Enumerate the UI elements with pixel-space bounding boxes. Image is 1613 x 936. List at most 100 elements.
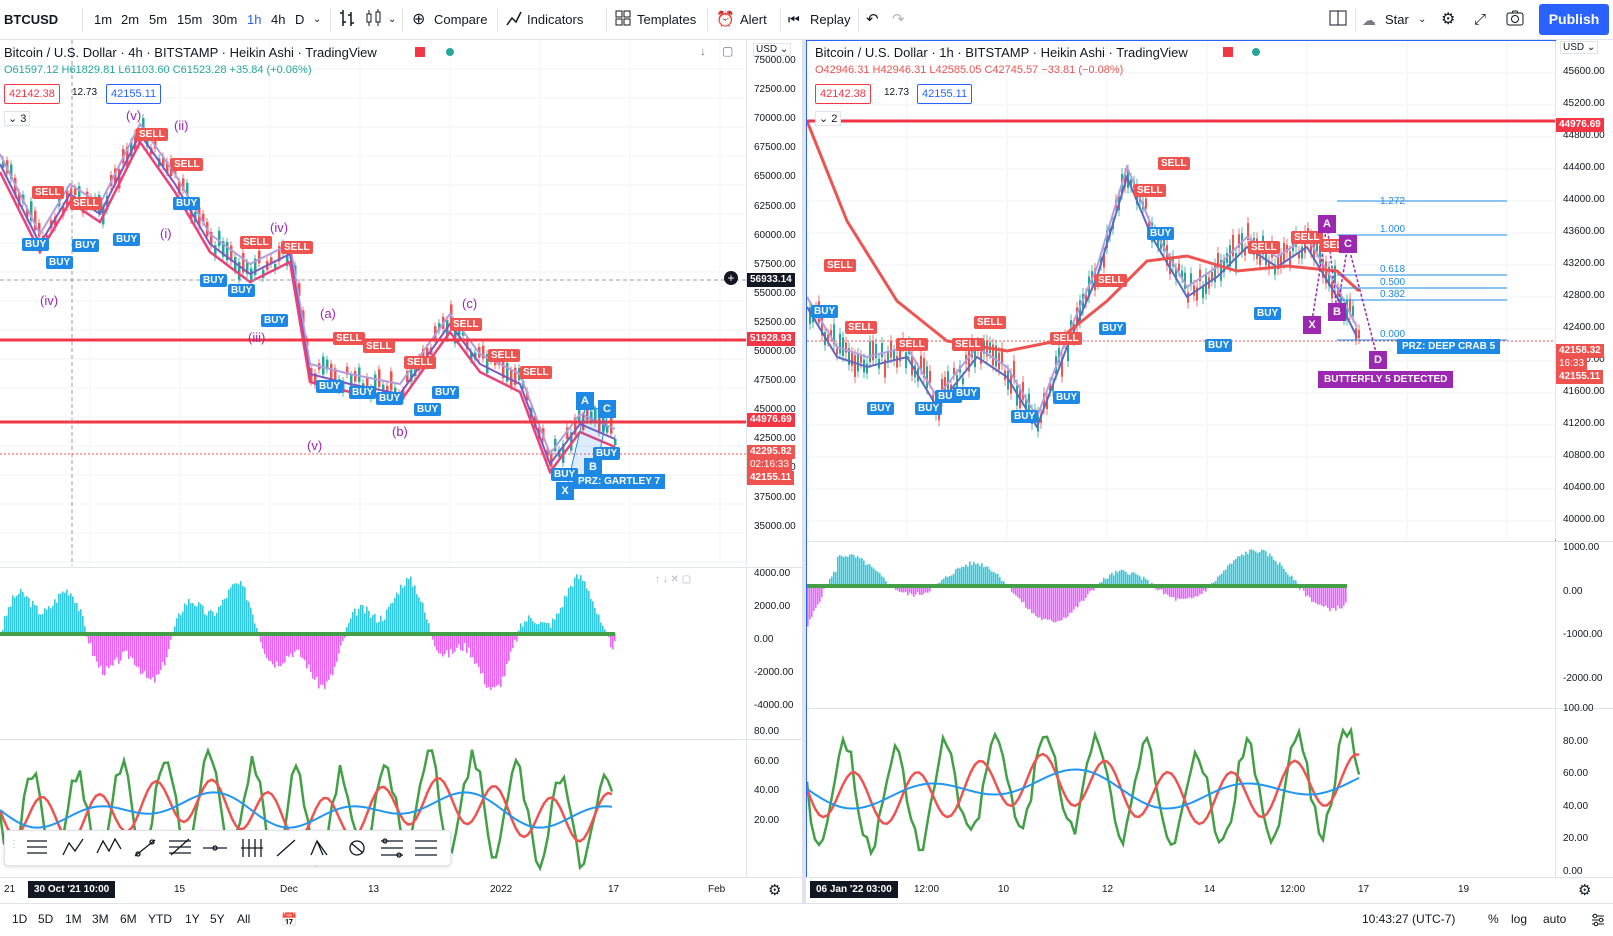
range-ytd[interactable]: YTD: [148, 912, 172, 926]
interval-1m[interactable]: 1m: [94, 8, 112, 32]
right-rsi-pane[interactable]: [807, 708, 1555, 878]
range-5d[interactable]: 5D: [38, 912, 53, 926]
gear-icon[interactable]: ⚙: [1441, 8, 1455, 32]
trend-line-icon[interactable]: [135, 840, 155, 856]
templates-icon[interactable]: [614, 8, 632, 32]
indicators-icon[interactable]: [505, 8, 523, 32]
histogram-bar: [42, 614, 44, 634]
settings-sliders-icon[interactable]: [1590, 912, 1606, 931]
replay-icon[interactable]: ⏮: [788, 8, 800, 32]
bar-style-icon[interactable]: [338, 8, 356, 32]
range-1y[interactable]: 1Y: [185, 912, 200, 926]
right-main-pane[interactable]: Bitcoin / U.S. Dollar · 1h · BITSTAMP · …: [807, 41, 1555, 540]
templates-button[interactable]: Templates: [637, 8, 696, 32]
interval-15m[interactable]: 15m: [177, 8, 202, 32]
right-bid-box[interactable]: 42142.38: [815, 84, 871, 104]
timezone-clock[interactable]: 10:43:27 (UTC-7): [1362, 912, 1455, 926]
vertical-lines-icon[interactable]: [241, 839, 263, 857]
left-ask-box[interactable]: 42155.11: [106, 84, 161, 104]
histogram-bar: [1229, 564, 1231, 586]
chevron-down-icon[interactable]: ⌄: [388, 8, 396, 32]
plus-circle-icon[interactable]: ⊕: [412, 8, 425, 32]
interval-d[interactable]: D: [295, 8, 304, 32]
indicators-button[interactable]: Indicators: [527, 8, 583, 32]
publish-button[interactable]: Publish: [1539, 4, 1609, 35]
pane-controls[interactable]: ↑ ↓ ✕ ▢: [655, 574, 691, 585]
camera-icon[interactable]: [1505, 8, 1525, 32]
replay-button[interactable]: Replay: [810, 8, 850, 32]
right-price-chart[interactable]: [807, 41, 1555, 540]
right-macd-pane[interactable]: [807, 541, 1555, 708]
chevron-down-icon[interactable]: ⌄: [1418, 8, 1426, 32]
auto-toggle[interactable]: auto: [1543, 912, 1566, 926]
flag-icon[interactable]: [415, 47, 425, 57]
range-1m[interactable]: 1M: [65, 912, 82, 926]
horizontal-ray-icon[interactable]: [203, 846, 227, 850]
fib-retracement-icon[interactable]: [169, 839, 191, 855]
left-time-axis[interactable]: 21 30 Oct '21 10:00 15 Dec 13 2022 17 Fe…: [0, 877, 802, 904]
scroll-down-icon[interactable]: ↓: [700, 44, 706, 58]
left-main-pane[interactable]: Bitcoin / U.S. Dollar · 4h · BITSTAMP · …: [0, 40, 746, 566]
log-toggle[interactable]: log: [1511, 912, 1527, 926]
range-6m[interactable]: 6M: [120, 912, 137, 926]
goto-date-icon[interactable]: 📅: [281, 912, 297, 928]
interval-2m[interactable]: 2m: [121, 8, 139, 32]
projection-icon[interactable]: [381, 839, 403, 857]
range-3m[interactable]: 3M: [92, 912, 109, 926]
star-button[interactable]: Star: [1385, 8, 1409, 32]
left-collapse-toggle[interactable]: ⌄ 3: [4, 111, 30, 126]
add-alert-icon[interactable]: +: [724, 271, 738, 285]
histogram-bar: [208, 611, 210, 634]
candle-body: [839, 334, 841, 354]
redo-icon[interactable]: ↷: [892, 8, 905, 32]
buy-signal: BUY: [915, 402, 942, 415]
right-collapse-toggle[interactable]: ⌄ 2: [815, 111, 841, 126]
interval-5m[interactable]: 5m: [149, 8, 167, 32]
undo-icon[interactable]: ↶: [866, 8, 879, 32]
layout-icon[interactable]: [1328, 8, 1348, 32]
right-ask-box[interactable]: 42155.11: [917, 84, 972, 104]
gear-icon[interactable]: ⚙: [1578, 881, 1591, 899]
compare-button[interactable]: Compare: [434, 8, 487, 32]
range-5y[interactable]: 5Y: [210, 912, 225, 926]
histogram-bar: [184, 604, 186, 634]
fullscreen-icon[interactable]: ⤢: [1474, 8, 1486, 32]
histogram-bar: [809, 586, 811, 620]
line-tool-icon[interactable]: [277, 840, 295, 856]
circle-tool-icon[interactable]: [350, 841, 364, 855]
maximize-icon[interactable]: ▢: [722, 44, 733, 58]
histogram-bar: [234, 583, 236, 634]
left-macd-pane[interactable]: ↑ ↓ ✕ ▢: [0, 567, 746, 739]
flag-icon[interactable]: [1223, 47, 1233, 57]
pitchfork-icon[interactable]: [311, 841, 327, 855]
interval-30m[interactable]: 30m: [212, 8, 237, 32]
abcd-pattern-icon[interactable]: [63, 839, 83, 855]
lines-tool-icon[interactable]: [27, 841, 47, 853]
chevron-down-icon[interactable]: ⌄: [313, 8, 321, 32]
alert-clock-icon[interactable]: ⏰: [716, 8, 735, 32]
ask-price-label: 42155.11: [747, 471, 794, 485]
cloud-icon[interactable]: ☁: [1362, 8, 1376, 32]
gear-icon[interactable]: ⚙: [768, 881, 781, 899]
candles-icon[interactable]: [364, 8, 384, 32]
histogram-bar: [560, 608, 562, 634]
interval-4h[interactable]: 4h: [271, 8, 285, 32]
left-bid-box[interactable]: 42142.38: [4, 84, 60, 104]
interval-1h[interactable]: 1h: [247, 8, 261, 32]
histogram-bar: [48, 606, 50, 634]
symbol-search[interactable]: BTCUSD: [4, 8, 58, 32]
right-time-axis[interactable]: 06 Jan '22 03:00 12:00 10 12 14 12:00 17…: [806, 877, 1613, 904]
alert-button[interactable]: Alert: [740, 8, 767, 32]
histogram-bar: [236, 583, 238, 634]
wave-label: (iv): [40, 293, 58, 308]
range-1d[interactable]: 1D: [12, 912, 27, 926]
percent-toggle[interactable]: %: [1488, 912, 1499, 926]
fib-channel-icon[interactable]: [415, 841, 437, 855]
currency-selector[interactable]: USD ⌄: [1560, 41, 1598, 54]
histogram-bar: [1323, 586, 1325, 607]
histogram-bar: [418, 597, 420, 634]
range-all[interactable]: All: [237, 912, 250, 926]
xabcd-pattern-icon[interactable]: [97, 839, 121, 853]
